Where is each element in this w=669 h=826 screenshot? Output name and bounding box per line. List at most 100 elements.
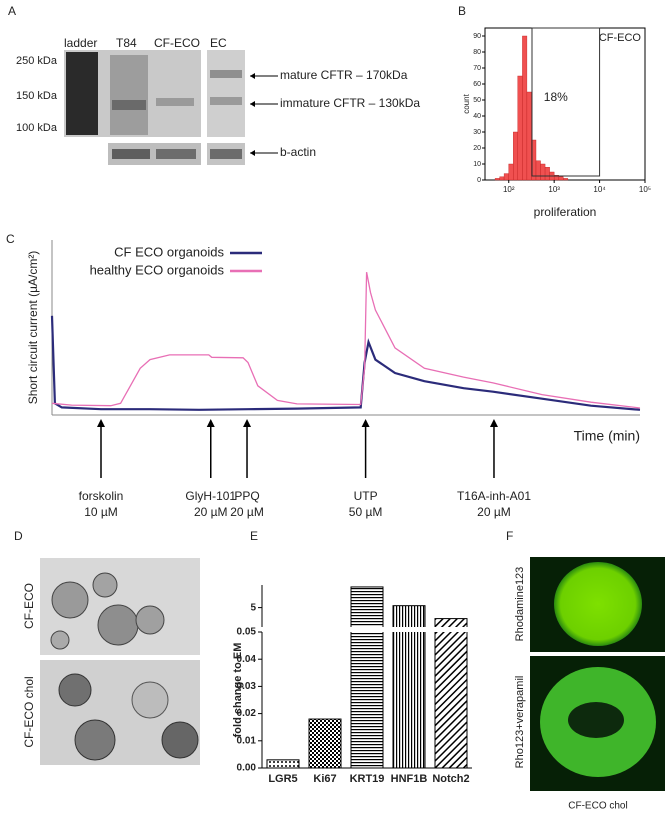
arrow-head: [243, 419, 252, 427]
row-label: Rho123+verapamil: [514, 676, 526, 769]
panel-letter: C: [6, 232, 15, 246]
lumen: [568, 702, 624, 738]
band: [210, 149, 242, 159]
y-axis-label: Short circuit current (µA/cm²): [26, 251, 40, 405]
marker-label: 250 kDa: [16, 55, 58, 67]
y-tick-label: 5: [250, 602, 256, 613]
organoid: [50, 630, 70, 650]
band: [112, 100, 146, 110]
row-label: CF-ECO: [22, 583, 36, 629]
bar: [350, 586, 384, 769]
x-tick-label: HNF1B: [391, 773, 428, 785]
y-tick-label: 80: [473, 49, 481, 56]
panel-letter: B: [458, 4, 466, 18]
gate: [531, 27, 601, 177]
histogram-bar: [494, 178, 500, 181]
blot-membrane: [207, 50, 245, 137]
band-label: mature CFTR – 170kDa: [280, 68, 408, 82]
legend-label: healthy ECO organoids: [90, 262, 225, 277]
histogram-bar: [535, 160, 541, 181]
arrow-head: [250, 101, 255, 107]
band: [156, 98, 194, 106]
row-label: Rhodamine123: [514, 567, 526, 642]
x-tick-label: 10³: [548, 185, 560, 194]
y-tick-label: 70: [473, 65, 481, 72]
y-tick-label: 90: [473, 33, 481, 40]
organoid: [74, 719, 116, 761]
y-tick-label: 0.03: [237, 681, 257, 692]
row-label: CF-ECO chol: [22, 676, 36, 747]
band-label: b-actin: [280, 145, 316, 159]
y-tick-label: 40: [473, 113, 481, 120]
histogram-bar: [531, 139, 537, 181]
y-axis-label: count: [462, 93, 471, 113]
lane: [110, 55, 148, 135]
histogram-bar: [513, 131, 518, 181]
stimulus-dose: 20 µM: [194, 505, 228, 519]
lane-label: T84: [116, 36, 137, 50]
stimulus-label: GlyH-101: [185, 489, 236, 503]
stimulus-dose: 50 µM: [349, 505, 383, 519]
y-axis-label: fold change to EM: [232, 643, 244, 738]
panel-letter: E: [250, 529, 258, 543]
organoid: [58, 673, 92, 707]
western-blot: [64, 50, 278, 165]
organoid: [97, 604, 139, 646]
stimulus-dose: 20 µM: [477, 505, 511, 519]
organoid: [92, 572, 118, 598]
x-tick-label: LGR5: [268, 773, 297, 785]
histogram-bar: [503, 173, 509, 181]
lane-label: ladder: [64, 36, 97, 50]
gate-label: 18%: [544, 90, 568, 104]
stimulus-dose: 10 µM: [84, 505, 118, 519]
organoid: [131, 681, 169, 719]
bar: [266, 759, 300, 769]
y-tick-label: 30: [473, 129, 481, 136]
arrow-head: [361, 419, 370, 427]
band: [112, 149, 150, 159]
legend-label: CF ECO organoids: [114, 244, 224, 259]
histogram-bar: [540, 163, 546, 181]
band: [210, 97, 242, 105]
marker-label: 100 kDa: [16, 122, 58, 134]
x-tick-label: Notch2: [432, 773, 469, 785]
y-tick-label: 60: [473, 81, 481, 88]
band: [156, 149, 196, 159]
y-tick-label: 20: [473, 145, 481, 152]
bar: [392, 605, 426, 769]
ladder-lane: [66, 52, 98, 135]
axis-break: [258, 627, 474, 632]
arrow-head: [206, 419, 215, 427]
bar: [434, 618, 468, 769]
y-tick-label: 0.04: [237, 654, 257, 665]
x-tick-label: Ki67: [313, 773, 336, 785]
line-series: [51, 271, 641, 409]
x-tick-label: 10²: [503, 185, 515, 194]
organoid: [161, 721, 199, 759]
lane-label: CF-ECO: [154, 36, 200, 50]
x-tick-label: 10⁴: [593, 185, 606, 194]
histogram-bar: [499, 176, 505, 181]
arrow-head: [250, 73, 255, 79]
lane-label: EC: [210, 36, 227, 50]
histogram-bar: [563, 178, 569, 181]
y-tick-label: 0: [477, 177, 481, 184]
x-tick-label: KRT19: [350, 773, 385, 785]
panel-letter: A: [8, 4, 16, 18]
fluorescence-images: [530, 557, 665, 791]
histogram-bar: [508, 163, 514, 181]
marker-label: 150 kDa: [16, 90, 58, 102]
y-tick-label: 0.02: [237, 708, 257, 719]
band: [210, 70, 242, 78]
organoid: [51, 581, 89, 619]
x-tick-label: 10⁵: [639, 185, 651, 194]
brightfield-images: [40, 558, 200, 765]
bar: [308, 718, 342, 769]
organoid: [554, 562, 642, 646]
y-tick-label: 50: [473, 97, 481, 104]
histogram-bar: [544, 166, 550, 181]
actin-strip: [108, 143, 201, 165]
panel-letter: F: [506, 529, 513, 543]
caption: CF-ECO chol: [568, 801, 627, 812]
